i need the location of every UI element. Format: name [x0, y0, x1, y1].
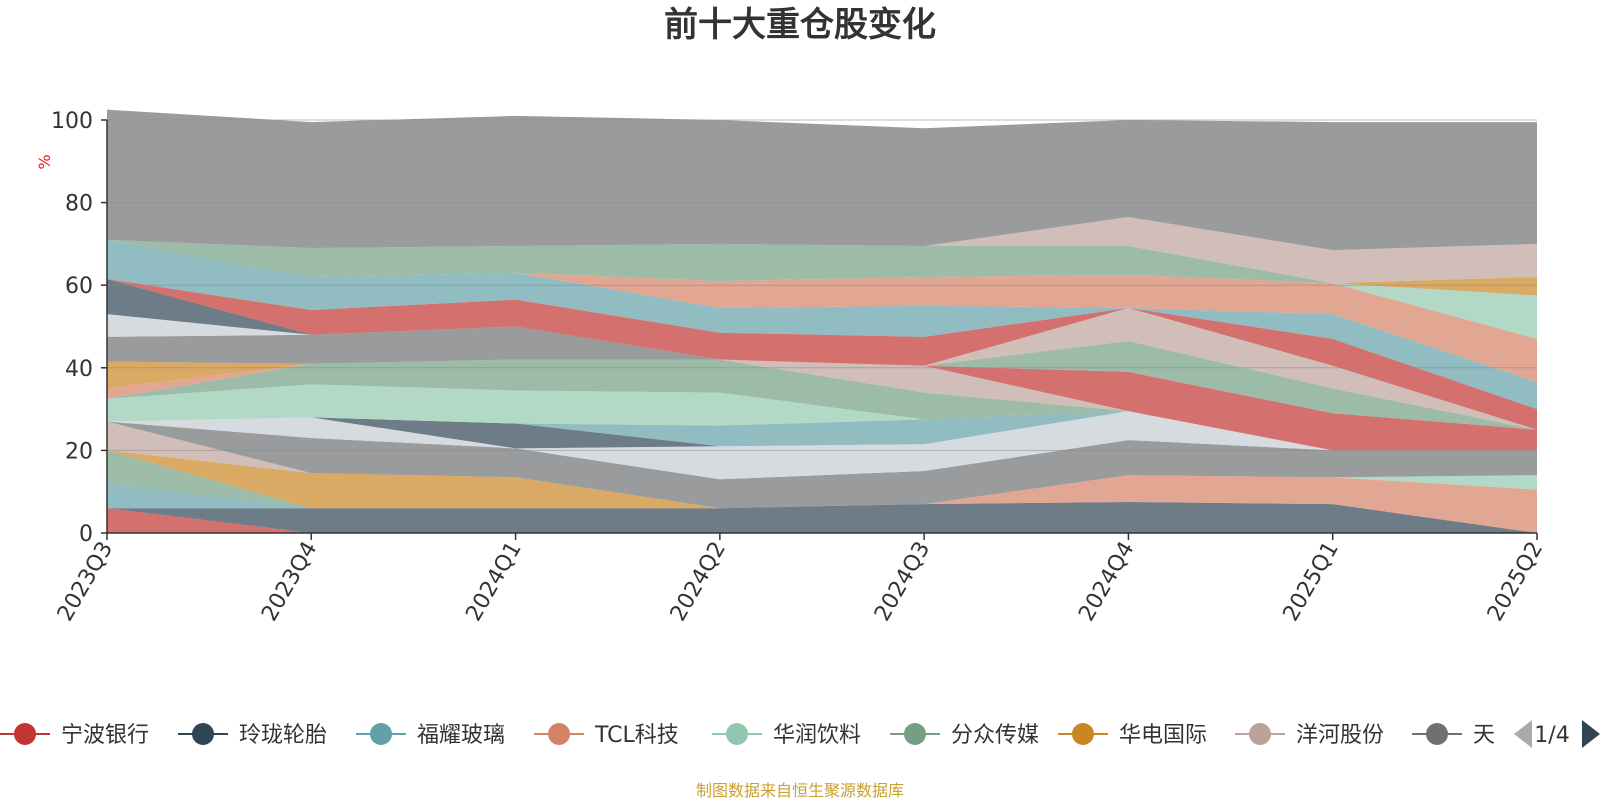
legend-item-7[interactable]: 洋河股份: [1235, 723, 1384, 748]
area-series-0: [107, 508, 1537, 533]
legend-items: 宁波银行 玲珑轮胎 福耀玻璃 TCL科技 华润饮料 分众传媒 华电国际 洋河股份 天: [0, 723, 1495, 748]
legend-item-2[interactable]: 福耀玻璃: [356, 723, 505, 748]
x-tick-label-4: 2024Q3: [870, 538, 935, 626]
y-tick-label-1: 20: [65, 439, 93, 464]
grid-lines: [107, 119, 1537, 451]
area-series-12: [107, 384, 1537, 451]
y-tick-label-2: 40: [65, 357, 93, 382]
area-series-31: [107, 109, 1537, 251]
area-series-15: [107, 359, 1537, 451]
legend-marker-6: [1072, 723, 1094, 745]
legend-marker-0: [14, 723, 36, 745]
legend: 宁波银行 玲珑轮胎 福耀玻璃 TCL科技 华润饮料 分众传媒 华电国际 洋河股份 天: [0, 723, 1495, 748]
y-axis-label: %: [35, 154, 54, 169]
legend-label-7: 洋河股份: [1296, 723, 1384, 748]
area-series-3: [107, 475, 1537, 533]
legend-marker-8: [1426, 723, 1448, 745]
area-series-8: [107, 421, 1537, 509]
x-tick-label-0: 2023Q3: [53, 538, 118, 626]
chart-title: 前十大重仓股变化: [664, 5, 936, 45]
legend-item-1[interactable]: 玲珑轮胎: [178, 723, 327, 748]
area-series-17: [107, 307, 1537, 430]
x-tick-label-5: 2024Q4: [1074, 538, 1139, 626]
legend-marker-3: [548, 723, 570, 745]
legend-prev-icon[interactable]: [1514, 720, 1532, 748]
area-series-29: [107, 239, 1537, 284]
area-series-16: [107, 340, 1537, 430]
legend-label-0: 宁波银行: [61, 723, 149, 748]
area-series-4: [107, 475, 1537, 509]
legend-label-1: 玲珑轮胎: [239, 723, 327, 748]
y-tick-label-4: 80: [65, 192, 93, 217]
x-tick-label-7: 2025Q2: [1483, 538, 1548, 626]
y-tick-label-3: 60: [65, 274, 93, 299]
legend-label-5: 分众传媒: [951, 723, 1039, 748]
legend-item-5[interactable]: 分众传媒: [890, 723, 1039, 748]
area-series-13: [107, 359, 1537, 451]
area-series-6: [107, 450, 1537, 509]
data-source-note: 制图数据来自恒生聚源数据库: [696, 781, 904, 800]
area-series-30: [107, 217, 1537, 284]
y-tick-label-5: 100: [51, 109, 93, 134]
area-series-1: [107, 502, 1537, 533]
legend-label-8: 天: [1473, 723, 1495, 748]
legend-marker-2: [370, 723, 392, 745]
legend-item-6[interactable]: 华电国际: [1058, 723, 1207, 748]
legend-item-4[interactable]: 华润饮料: [712, 723, 861, 748]
area-series-23: [107, 276, 1537, 366]
area-series-11: [107, 411, 1537, 451]
area-series-26: [107, 276, 1537, 366]
legend-label-2: 福耀玻璃: [417, 723, 505, 748]
legend-label-4: 华润饮料: [773, 723, 861, 748]
legend-label-6: 华电国际: [1119, 723, 1207, 748]
legend-marker-5: [904, 723, 926, 745]
legend-label-3: TCL科技: [594, 723, 679, 748]
legend-next-icon[interactable]: [1582, 720, 1600, 748]
legend-marker-7: [1249, 723, 1271, 745]
x-tick-label-2: 2024Q1: [461, 538, 526, 626]
area-series-21: [107, 283, 1537, 389]
legend-item-0[interactable]: 宁波银行: [0, 723, 149, 748]
legend-page-indicator: 1/4: [1534, 723, 1569, 748]
legend-item-3[interactable]: TCL科技: [534, 723, 679, 748]
legend-item-8[interactable]: 天: [1412, 723, 1495, 748]
legend-marker-1: [192, 723, 214, 745]
x-tick-label-3: 2024Q2: [666, 538, 731, 626]
x-tick-label-1: 2023Q4: [257, 538, 322, 626]
plot-areas: [107, 109, 1537, 533]
legend-marker-4: [726, 723, 748, 745]
x-tick-label-6: 2025Q1: [1279, 538, 1344, 626]
legend-pager: 1/4: [1514, 720, 1600, 748]
area-series-27: [107, 239, 1537, 337]
y-tick-label-0: 0: [79, 522, 93, 547]
area-series-28: [107, 239, 1537, 308]
